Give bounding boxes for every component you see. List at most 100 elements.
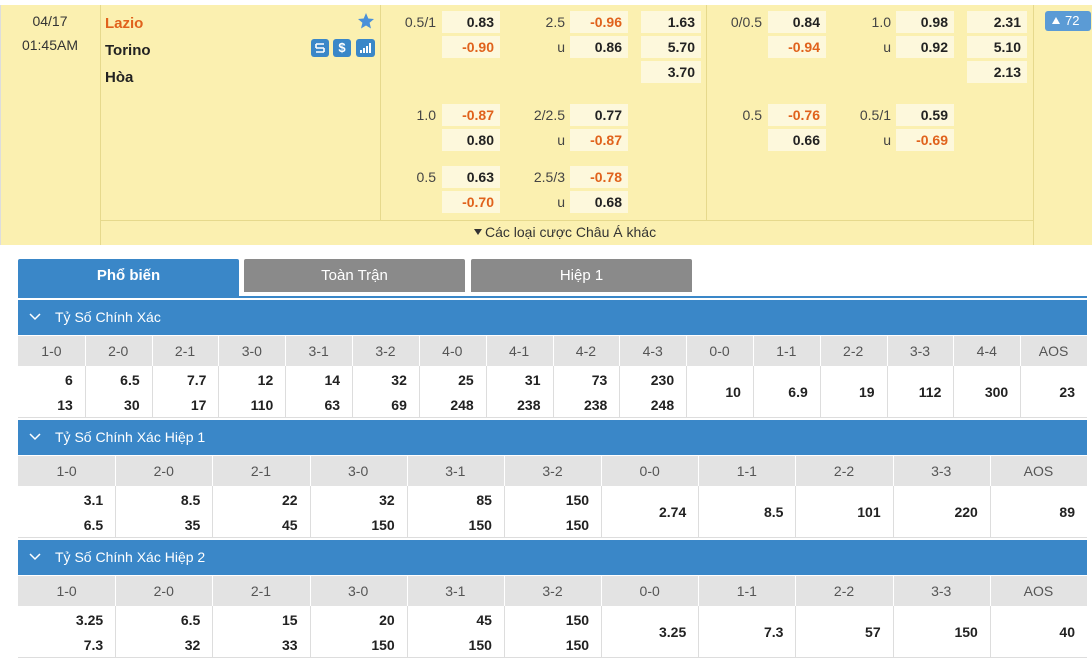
- favorite-star[interactable]: [357, 12, 375, 30]
- score-odds[interactable]: 150: [565, 492, 590, 508]
- score-odds[interactable]: 6.5: [180, 612, 201, 628]
- score-odds[interactable]: 150: [565, 612, 590, 628]
- collapse-chevron[interactable]: [29, 433, 41, 441]
- score-odds[interactable]: 7.7: [186, 372, 207, 388]
- score-odds[interactable]: 13: [57, 397, 73, 413]
- stats-icon[interactable]: [311, 39, 329, 57]
- score-odds[interactable]: 150: [371, 637, 395, 653]
- score-odds[interactable]: 35: [184, 517, 201, 533]
- home-team[interactable]: Lazio: [105, 15, 144, 32]
- odds-value[interactable]: 5.70: [641, 36, 701, 58]
- odds-value[interactable]: 0.83: [442, 11, 500, 33]
- score-odds[interactable]: 15: [281, 612, 298, 628]
- score-odds[interactable]: 32: [184, 637, 201, 653]
- odds-value[interactable]: 5.10: [967, 36, 1027, 58]
- score-odds[interactable]: 238: [583, 397, 608, 413]
- score-odds[interactable]: 89: [1059, 504, 1075, 520]
- odds-value[interactable]: -0.78: [570, 166, 628, 188]
- section-header[interactable]: [18, 420, 1087, 455]
- collapse-chevron[interactable]: [29, 313, 41, 321]
- score-odds[interactable]: 3.25: [75, 612, 104, 628]
- score-odds[interactable]: 10: [725, 384, 741, 400]
- more-markets-badge[interactable]: 72: [1045, 11, 1091, 31]
- odds-value[interactable]: 1.63: [641, 11, 701, 33]
- odds-value[interactable]: -0.87: [442, 104, 500, 126]
- odds-value[interactable]: 0.68: [570, 191, 628, 213]
- score-odds[interactable]: 20: [379, 612, 395, 628]
- odds-value[interactable]: -0.96: [570, 11, 628, 33]
- score-odds[interactable]: 150: [371, 517, 395, 533]
- score-odds[interactable]: 45: [476, 612, 492, 628]
- score-odds[interactable]: 33: [281, 637, 298, 653]
- score-odds[interactable]: 248: [450, 397, 474, 413]
- score-odds[interactable]: 12: [257, 372, 274, 388]
- score-odds[interactable]: 3.1: [83, 492, 104, 508]
- score-odds[interactable]: 30: [124, 397, 140, 413]
- score-odds[interactable]: 2.74: [659, 504, 687, 520]
- odds-value[interactable]: -0.69: [896, 129, 954, 151]
- score-odds[interactable]: 238: [517, 397, 541, 413]
- odds-value[interactable]: 0.92: [896, 36, 954, 58]
- score-odds[interactable]: 150: [468, 517, 492, 533]
- score-odds[interactable]: 45: [281, 517, 298, 533]
- score-odds[interactable]: 23: [1059, 384, 1075, 400]
- tab[interactable]: Hiệp 1: [471, 259, 692, 292]
- score-odds[interactable]: 3.25: [659, 624, 687, 640]
- odds-value[interactable]: -0.94: [768, 36, 826, 58]
- score-odds[interactable]: 150: [565, 637, 590, 653]
- score-odds[interactable]: 150: [468, 637, 492, 653]
- odds-value[interactable]: 0.63: [442, 166, 500, 188]
- score-odds[interactable]: 150: [565, 517, 590, 533]
- odds-icon[interactable]: $: [333, 39, 351, 57]
- odds-value[interactable]: 0.86: [570, 36, 628, 58]
- chart-icon[interactable]: [356, 39, 375, 57]
- away-team[interactable]: Torino: [105, 42, 151, 59]
- score-odds[interactable]: 6.5: [83, 517, 104, 533]
- score-odds[interactable]: 300: [984, 384, 1009, 400]
- collapse-chevron[interactable]: [29, 553, 41, 561]
- score-odds[interactable]: 17: [190, 397, 207, 413]
- odds-value[interactable]: -0.87: [570, 129, 628, 151]
- odds-value[interactable]: 2.13: [967, 61, 1027, 83]
- score-odds[interactable]: 8.5: [180, 492, 201, 508]
- score-odds[interactable]: 63: [324, 397, 341, 413]
- score-odds[interactable]: 69: [391, 397, 407, 413]
- odds-value[interactable]: 0.59: [896, 104, 954, 126]
- score-odds[interactable]: 14: [324, 372, 341, 388]
- score-odds[interactable]: 22: [281, 492, 298, 508]
- score-odds[interactable]: 57: [865, 624, 881, 640]
- score-odds[interactable]: 6: [65, 372, 73, 388]
- score-odds[interactable]: 8.5: [763, 504, 784, 520]
- odds-value[interactable]: 2.31: [967, 11, 1027, 33]
- odds-value[interactable]: -0.70: [442, 191, 500, 213]
- score-odds[interactable]: 40: [1059, 624, 1075, 640]
- score-odds[interactable]: 220: [954, 504, 978, 520]
- tab[interactable]: Toàn Trận: [244, 259, 465, 292]
- score-odds[interactable]: 7.3: [763, 624, 784, 640]
- odds-value[interactable]: 0.98: [896, 11, 954, 33]
- score-odds[interactable]: 31: [524, 372, 541, 388]
- odds-value[interactable]: -0.76: [768, 104, 826, 126]
- score-odds[interactable]: 7.3: [83, 637, 104, 653]
- score-odds[interactable]: 73: [591, 372, 608, 388]
- score-odds[interactable]: 6.9: [788, 384, 808, 400]
- section-header[interactable]: [18, 300, 1087, 335]
- score-odds[interactable]: 32: [379, 492, 395, 508]
- odds-value[interactable]: -0.90: [442, 36, 500, 58]
- odds-value[interactable]: 0.80: [442, 129, 500, 151]
- score-odds[interactable]: 19: [858, 384, 875, 400]
- other-asian-link[interactable]: Các loại cược Châu Á khác: [485, 224, 657, 240]
- score-odds[interactable]: 150: [954, 624, 978, 640]
- score-odds[interactable]: 85: [476, 492, 492, 508]
- section-header[interactable]: [18, 540, 1087, 575]
- odds-value[interactable]: 0.66: [768, 129, 826, 151]
- score-odds[interactable]: 101: [857, 504, 881, 520]
- score-odds[interactable]: 248: [650, 397, 675, 413]
- tab[interactable]: Phổ biến: [18, 259, 239, 296]
- score-odds[interactable]: 110: [250, 397, 274, 413]
- score-odds[interactable]: 32: [391, 372, 407, 388]
- score-odds[interactable]: 6.5: [120, 372, 140, 388]
- score-odds[interactable]: 25: [458, 372, 474, 388]
- score-odds[interactable]: 230: [650, 372, 675, 388]
- odds-value[interactable]: 0.77: [570, 104, 628, 126]
